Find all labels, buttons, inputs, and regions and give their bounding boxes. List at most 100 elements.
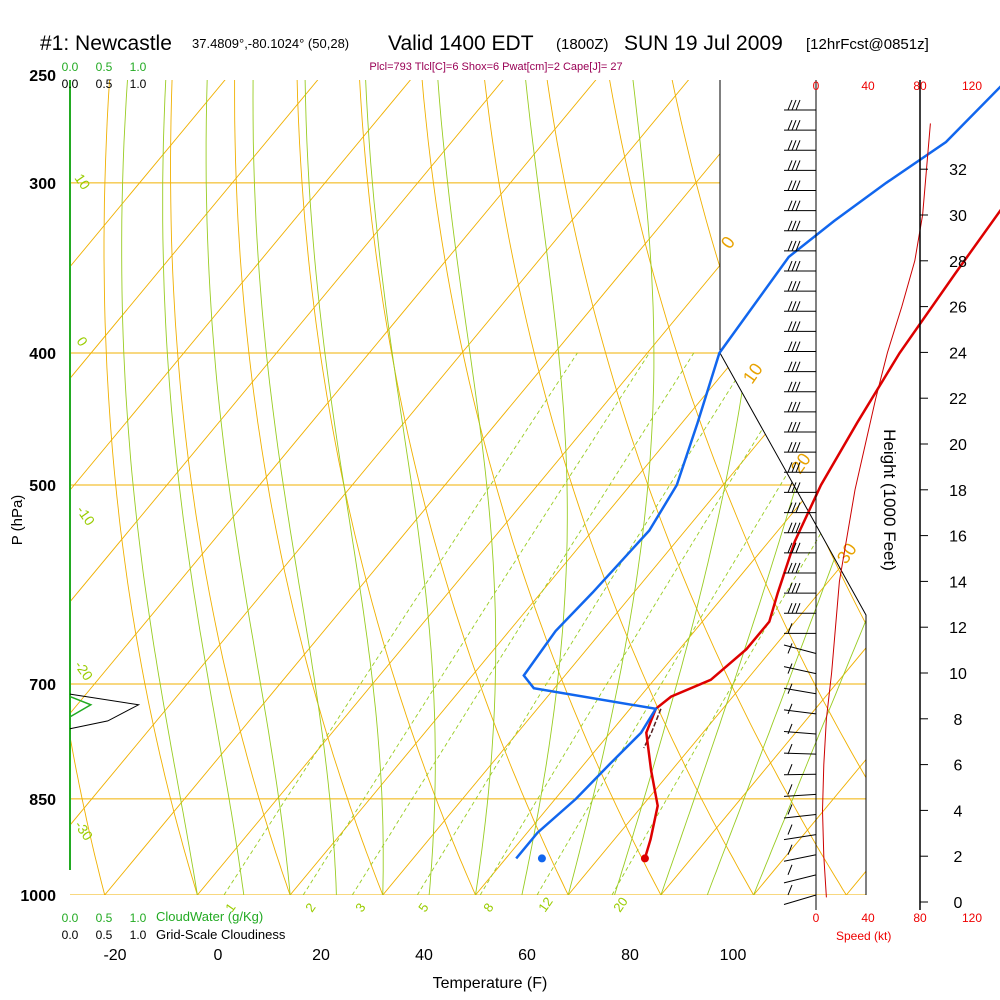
wind-barb-feather [795, 240, 801, 252]
wind-barb [784, 482, 816, 493]
plot-boundary [719, 80, 867, 895]
wind-barb [784, 180, 816, 192]
height-tick-label: 24 [949, 345, 967, 362]
wind-barb-feather [787, 200, 793, 211]
isotherm-line [382, 80, 866, 895]
speed-top-tick-label: 0 [813, 79, 820, 93]
height-tick-label: 18 [949, 483, 967, 500]
wind-barb-feather [787, 703, 793, 715]
speed-top-tick-label: 40 [861, 79, 875, 93]
wind-barb-feather [791, 240, 797, 252]
speed-bottom-tick-label: 120 [962, 911, 982, 925]
height-tick-label: 16 [949, 529, 967, 546]
wind-barb-feather [795, 421, 801, 433]
pressure-tick-label: 700 [29, 677, 56, 694]
isotherm-label: -10 [74, 503, 99, 529]
wind-barb-feather [787, 683, 793, 694]
isotherm-line [104, 80, 866, 895]
wind-barb [784, 542, 816, 554]
wind-barb [783, 743, 817, 755]
wind-barbs [783, 99, 817, 905]
wind-barb-feather [787, 542, 793, 554]
wind-barb [784, 582, 816, 594]
height-tick-label: 6 [954, 758, 963, 775]
wind-barb-feather [795, 180, 801, 191]
wind-barb [783, 683, 817, 695]
height-tick-label: 32 [949, 162, 967, 179]
speed-bottom-tick-label: 80 [913, 911, 927, 925]
wind-barb-feather [787, 361, 793, 372]
wind-barb-feather [787, 603, 793, 614]
dry-adiabat-label: 10 [739, 359, 767, 387]
wind-barb-feather [787, 482, 793, 493]
cloudwater-bottom-tick-label: 0.0 [62, 911, 79, 925]
pressure-tick-label: 300 [29, 176, 56, 193]
wind-barb [783, 703, 817, 715]
wind-barb-feather [791, 280, 797, 292]
wind-barb-feather [791, 542, 797, 554]
height-axis-title: Height (1000 Feet) [880, 429, 899, 571]
wind-barb-staff [783, 813, 817, 819]
wind-barb-feather [787, 884, 793, 896]
wind-barb-feather [791, 441, 797, 453]
wind-barb-staff [783, 894, 817, 905]
wind-barb [784, 260, 816, 272]
parcel-line [643, 708, 662, 749]
wind-barb-feather [787, 99, 793, 111]
wind-barb [783, 884, 817, 905]
moist-adiabat-line [521, 80, 568, 895]
wind-barb-feather [787, 381, 793, 392]
dry-adiabat-line [296, 80, 476, 895]
wind-barb [784, 421, 816, 433]
wind-barb-feather [787, 401, 793, 413]
wind-barb-feather [787, 824, 793, 835]
temperature-tick-label: 80 [621, 947, 639, 964]
wind-barb-feather [787, 764, 793, 775]
cloudiness-top-tick-label: 0.5 [96, 77, 113, 91]
wind-barb [784, 381, 816, 393]
speed-line [821, 123, 931, 898]
wind-barb-feather [795, 381, 801, 392]
height-tick-label: 14 [949, 574, 967, 591]
isotherm-label: 0 [74, 334, 92, 350]
height-tick-label: 20 [949, 437, 967, 454]
wind-barb-feather [787, 844, 793, 855]
wind-barb [784, 341, 816, 353]
moist-adiabat-line [567, 80, 655, 895]
wind-barb [784, 99, 816, 111]
dry-adiabat-line [234, 80, 384, 895]
cloudwater-top-tick-label: 1.0 [130, 60, 147, 74]
dry-adiabat-line [357, 80, 569, 895]
isotherm-line [70, 80, 759, 895]
height-tick-label: 8 [954, 712, 963, 729]
wind-barb [783, 663, 817, 675]
cloudwater-bottom-tick-label: 0.5 [96, 911, 113, 925]
dry-adiabat-line [975, 51, 1000, 895]
wind-barb-feather [787, 804, 793, 815]
wind-barb-feather [795, 522, 801, 533]
wind-barb-feather [795, 119, 801, 131]
mixing-ratio-line [223, 352, 578, 895]
wind-barb-feather [795, 441, 801, 453]
wind-barb-feather [795, 220, 801, 231]
wind-barb-feather [787, 220, 793, 231]
wind-barb-feather [787, 240, 793, 252]
height-tick-label: 0 [954, 895, 963, 912]
height-tick-label: 12 [949, 620, 967, 637]
wind-barb-feather [795, 160, 801, 171]
speed-top-tick-label: 120 [962, 79, 982, 93]
height-tick-label: 26 [949, 300, 967, 317]
wind-barb-feather [787, 562, 793, 574]
mixing-ratio-line [611, 352, 866, 895]
wind-barb-feather [791, 321, 797, 332]
wind-barb [783, 723, 817, 735]
wind-barb-feather [787, 301, 793, 312]
temperature-tick-label: 20 [312, 947, 330, 964]
wind-barb-feather [795, 99, 801, 111]
wind-barb-feather [795, 542, 801, 554]
wind-barb-feather [787, 341, 793, 352]
mixing-ratio-line [479, 352, 810, 895]
wind-barb-feather [795, 603, 801, 614]
cloudiness-bottom-tick-label: 1.0 [130, 928, 147, 942]
